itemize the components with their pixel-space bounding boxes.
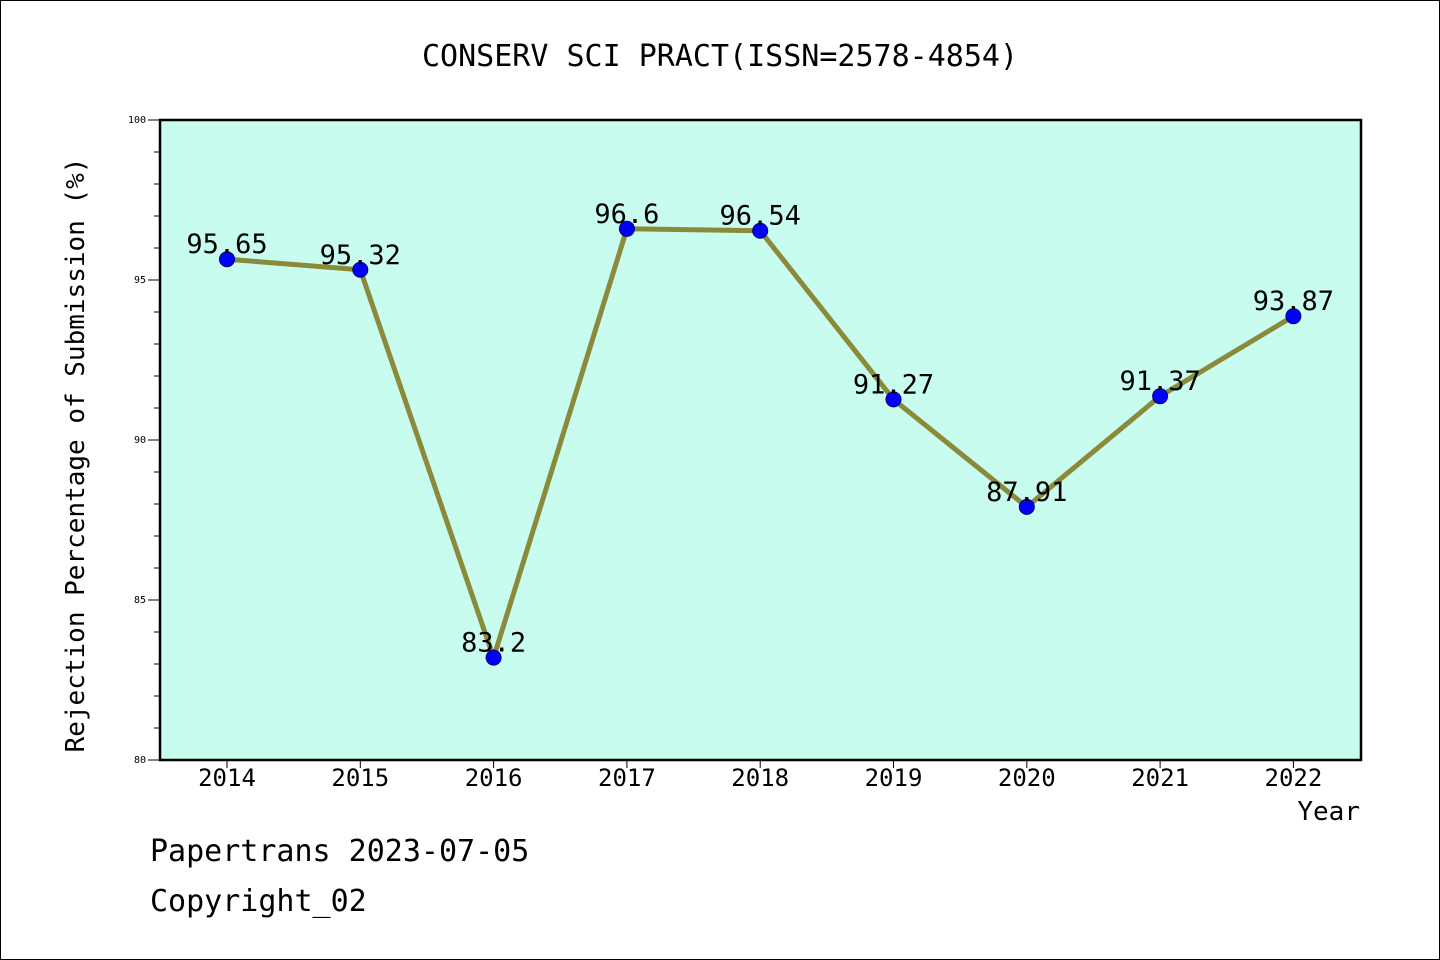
x-tick-label: 2016 (465, 764, 523, 792)
data-point (1018, 498, 1035, 515)
data-label: 96.6 (594, 199, 659, 230)
data-label: 96.54 (720, 201, 801, 232)
data-point (752, 222, 769, 239)
x-tick-label: 2018 (731, 764, 789, 792)
series-markers (219, 220, 1302, 666)
plot-border (158, 118, 1363, 762)
x-tick-label: 2015 (331, 764, 389, 792)
x-axis-title: Year (1297, 797, 1360, 827)
chart-title: CONSERV SCI PRACT(ISSN=2578-4854) (422, 39, 1018, 74)
data-label: 95.65 (186, 229, 267, 260)
x-tick-label: 2014 (198, 764, 256, 792)
footer-source: Papertrans 2023-07-05 (150, 834, 530, 869)
y-tick-label: 90 (134, 435, 146, 446)
x-tick-label: 2017 (598, 764, 656, 792)
data-label: 95.32 (320, 240, 401, 271)
data-point (219, 251, 235, 268)
y-tick-label: 85 (134, 595, 146, 606)
y-tick-label: 80 (134, 755, 146, 766)
data-point (1152, 388, 1169, 405)
x-tick-label: 2021 (1131, 764, 1189, 792)
data-point (352, 261, 369, 278)
data-label: 91.37 (1119, 366, 1200, 397)
data-point (1285, 308, 1302, 325)
data-point (618, 220, 635, 237)
data-point (485, 649, 502, 666)
footer-copyright: Copyright_02 (150, 884, 367, 919)
y-tick-label: 95 (134, 275, 146, 286)
x-tick-label: 2019 (865, 764, 923, 792)
x-tick-label: 2022 (1265, 764, 1323, 792)
data-label: 91.27 (853, 369, 934, 400)
data-label: 83.2 (461, 628, 526, 659)
x-axis: 2014 2015 2016 2017 2018 2019 2020 2021 2022 (198, 760, 1322, 792)
y-axis: 80 85 90 95 100 (128, 115, 160, 766)
y-axis-title: Rejection Percentage of Submission (%) (61, 158, 91, 753)
x-tick-label: 2020 (998, 764, 1056, 792)
data-point (885, 391, 902, 408)
data-labels: 95.65 95.32 83.2 96.6 96.54 91.27 87.91 91.37 93… (186, 199, 1334, 659)
y-tick-label: 100 (128, 115, 146, 126)
data-label: 87.91 (986, 477, 1067, 508)
data-label: 93.87 (1253, 286, 1334, 317)
